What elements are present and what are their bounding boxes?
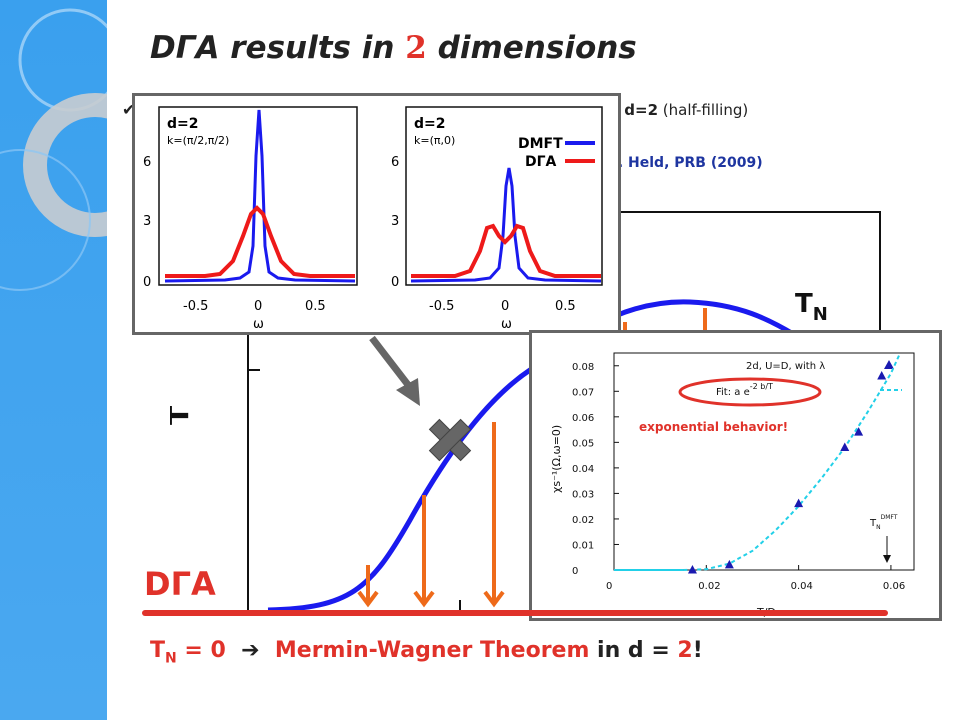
- inset-left-d-label: d=2: [167, 116, 199, 132]
- inset-right: d=2 k=(π,0) 6 3 0 -0.5 0 0.5 ω DMFT DΓA: [391, 106, 603, 332]
- chi-fit-line: [683, 352, 902, 571]
- inset-right-xtick: 0.5: [555, 299, 576, 314]
- fit-highlight-ellipse: [678, 377, 822, 407]
- d-value: 2: [677, 638, 693, 663]
- spectral-insets: d=2 k=(π/2,π/2) 6 3 0 -0.5 0 0.5 ω d=2 k…: [143, 106, 603, 332]
- chi-x-tick: 0.04: [791, 581, 813, 592]
- inset-left-ytick: 0: [143, 275, 151, 290]
- pointer-arrow-head: [396, 378, 420, 406]
- slide-title: DΓA results in 2 dimensions: [150, 30, 637, 66]
- inset-left-xtick: -0.5: [183, 299, 208, 314]
- inset-left-ytick: 6: [143, 155, 151, 170]
- chi-data-point: [877, 370, 887, 380]
- bottom-statement: TN = 0 ➔ Mermin-Wagner Theorem in d = 2!: [150, 638, 703, 666]
- y-axis-label: T: [170, 406, 195, 425]
- chi-y-tick: 0.07: [572, 387, 594, 398]
- chi-data-point: [794, 498, 804, 508]
- chi-data-point: [840, 442, 850, 451]
- inset-right-xlabel: ω: [501, 317, 512, 332]
- chi-x-tick: 0.02: [698, 581, 720, 592]
- pointer-graphics: [369, 335, 472, 462]
- inset-left-dga-curve: [165, 205, 355, 278]
- inset-right-ytick: 3: [391, 214, 399, 229]
- arrow-1: [357, 565, 379, 608]
- chi-y-tick: 0.08: [572, 362, 594, 373]
- bang: !: [692, 638, 703, 663]
- arrow-3: [483, 422, 505, 608]
- inset-left-k-label: k=(π/2,π/2): [167, 134, 229, 147]
- tn-value: = 0: [176, 638, 226, 663]
- inset-right-d-label: d=2: [414, 116, 446, 132]
- orange-arrows: [357, 308, 707, 608]
- inset-left-dmft-curve: [164, 109, 356, 283]
- legend-dga-label: DΓA: [525, 154, 557, 170]
- chi-data-point: [724, 559, 734, 569]
- inset-left-ytick: 3: [143, 214, 151, 229]
- bullet-text: n d=2 (half-filling): [610, 101, 748, 119]
- inset-left: d=2 k=(π/2,π/2) 6 3 0 -0.5 0 0.5 ω: [143, 106, 358, 332]
- dga-label: DΓA: [144, 565, 216, 603]
- legend-points-label: 2d, U=D, with λ: [746, 361, 825, 372]
- legend-points-marker: [884, 360, 894, 369]
- arrow-2: [413, 495, 435, 608]
- chi-fit-series: [614, 352, 902, 571]
- chi-y-tick: 0.05: [572, 438, 594, 449]
- chi-y-tick: 0.02: [572, 515, 594, 526]
- exponential-annotation: exponential behavior!: [639, 420, 788, 434]
- chi-ticks: 0.08 0.07 0.06 0.05 0.04 0.03 0.02 0.01 0 0 0.02 0.…: [572, 362, 905, 592]
- chi-y-axis-label: χs⁻¹(Ω,ω=0): [550, 425, 563, 493]
- zero-tn-line: [142, 610, 888, 616]
- title-number: 2: [405, 30, 427, 66]
- chi-plot: χs⁻¹(Ω,ω=0) T/D 0.080.070.060.050.040.03…: [550, 352, 915, 619]
- inset-right-dga-curve: [411, 223, 601, 278]
- chi-y-tick: 0: [572, 566, 578, 577]
- chi-y-tick: 0.04: [572, 464, 594, 475]
- reference: K. Held, PRB (2009): [607, 155, 763, 171]
- tn-curve-label: TN: [795, 289, 828, 325]
- chi-data-point: [854, 427, 864, 436]
- inset-right-xtick: 0: [501, 299, 509, 314]
- in-d-text: in d =: [589, 638, 678, 663]
- chi-y-tick: 0.03: [572, 489, 594, 500]
- inset-right-k-label: k=(π,0): [414, 134, 455, 147]
- tn-symbol: T: [150, 638, 166, 663]
- spectral-inset-panel: d=2 k=(π/2,π/2) 6 3 0 -0.5 0 0.5 ω d=2 k…: [132, 93, 621, 335]
- tn-curve-dmft: [267, 299, 797, 613]
- legend-fit-label: Fit: a e-2 b/T: [716, 382, 773, 398]
- chi-plot-panel: χs⁻¹(Ω,ω=0) T/D 0.080.070.060.050.040.03…: [529, 330, 942, 621]
- sidebar-rings: [0, 8, 107, 291]
- chi-y-tick: 0.01: [572, 540, 594, 551]
- chi-data-point: [687, 565, 697, 574]
- chi-legend: 2d, U=D, with λ Fit: a e-2 b/T: [678, 360, 902, 407]
- inset-left-xtick: 0: [254, 299, 262, 314]
- arrow-icon: ➔: [241, 638, 260, 663]
- inset-left-xtick: 0.5: [305, 299, 326, 314]
- chi-plot-frame: [613, 352, 915, 571]
- sidebar-decoration: [0, 0, 107, 720]
- text-suffix: (half-filling): [658, 101, 749, 119]
- inset-left-xlabel: ω: [253, 317, 264, 332]
- tn-marker-arrowhead: [883, 555, 891, 563]
- chi-data-points: [687, 370, 887, 574]
- theorem-name: Mermin-Wagner Theorem: [274, 638, 590, 663]
- pointer-arrow-shaft: [369, 335, 415, 393]
- inset-right-ytick: 6: [391, 155, 399, 170]
- chi-x-tick: 0.06: [883, 581, 905, 592]
- title-suffix: dimensions: [426, 30, 637, 66]
- inset-right-xtick: -0.5: [429, 299, 454, 314]
- inset-right-ytick: 0: [391, 275, 399, 290]
- chi-y-tick: 0.06: [572, 413, 594, 424]
- inset-right-dmft-curve: [410, 167, 602, 283]
- title-prefix: DΓA results in: [150, 30, 406, 66]
- text-bold: d=2: [624, 101, 659, 119]
- chi-x-tick: 0: [606, 581, 612, 592]
- tn-dmft-marker: TNDMFT: [869, 514, 898, 531]
- tn-sub: N: [165, 650, 177, 667]
- legend-dmft-label: DMFT: [518, 136, 563, 152]
- x-mark-icon: [428, 418, 472, 462]
